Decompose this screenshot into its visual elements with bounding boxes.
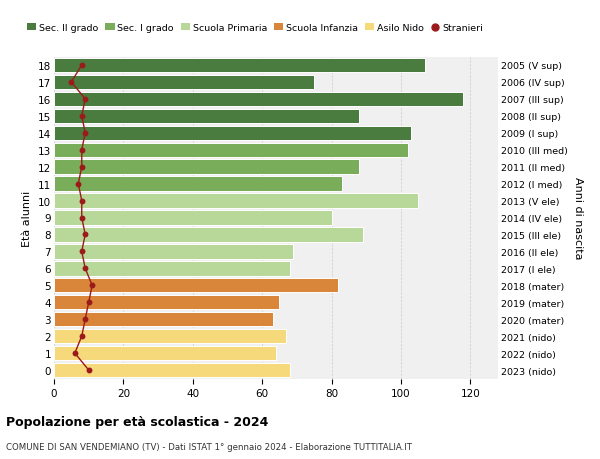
Point	[80, 316, 90, 323]
Bar	[54, 76, 314, 90]
Bar	[54, 211, 331, 225]
Text: Popolazione per età scolastica - 2024: Popolazione per età scolastica - 2024	[6, 415, 268, 428]
Bar	[54, 228, 363, 242]
Point	[77, 333, 86, 340]
Point	[84, 299, 94, 306]
Y-axis label: Età alunni: Età alunni	[22, 190, 32, 246]
Bar	[54, 279, 338, 293]
Bar	[54, 194, 418, 208]
Point	[80, 96, 90, 103]
Point	[77, 248, 86, 256]
Bar	[54, 346, 276, 360]
Point	[77, 197, 86, 205]
Bar	[54, 143, 408, 157]
Point	[77, 62, 86, 69]
Bar	[54, 126, 411, 140]
Point	[73, 180, 83, 188]
Text: COMUNE DI SAN VENDEMIANO (TV) - Dati ISTAT 1° gennaio 2024 - Elaborazione TUTTIT: COMUNE DI SAN VENDEMIANO (TV) - Dati IST…	[6, 442, 412, 451]
Bar	[54, 59, 425, 73]
Point	[80, 130, 90, 137]
Point	[77, 163, 86, 171]
Point	[77, 214, 86, 222]
Bar	[54, 109, 359, 124]
Bar	[54, 363, 290, 377]
Point	[80, 231, 90, 239]
Point	[67, 79, 76, 86]
Point	[80, 265, 90, 273]
Y-axis label: Anni di nascita: Anni di nascita	[573, 177, 583, 259]
Point	[70, 350, 80, 357]
Point	[77, 113, 86, 120]
Legend: Sec. II grado, Sec. I grado, Scuola Primaria, Scuola Infanzia, Asilo Nido, Stran: Sec. II grado, Sec. I grado, Scuola Prim…	[23, 20, 487, 37]
Bar	[54, 177, 342, 191]
Bar	[54, 160, 359, 174]
Point	[84, 367, 94, 374]
Bar	[54, 92, 463, 107]
Bar	[54, 245, 293, 259]
Bar	[54, 329, 286, 344]
Bar	[54, 262, 290, 276]
Point	[77, 147, 86, 154]
Bar	[54, 296, 280, 310]
Bar	[54, 312, 272, 327]
Point	[88, 282, 97, 289]
